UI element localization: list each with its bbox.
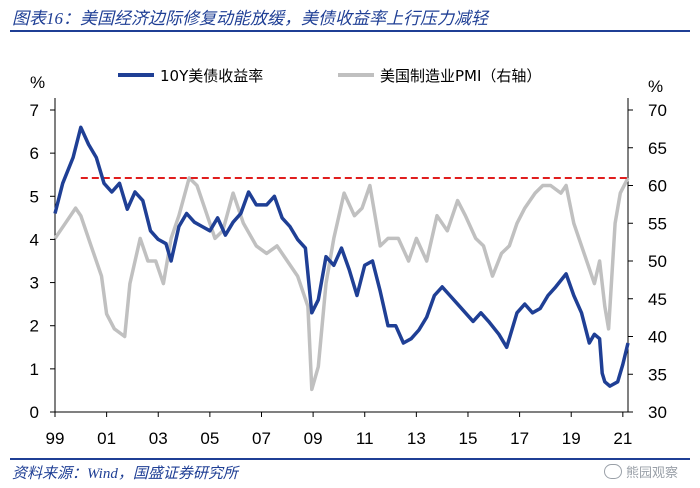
right-tick-label: 60 xyxy=(648,177,667,196)
right-tick-label: 55 xyxy=(648,214,667,233)
wechat-icon xyxy=(603,464,622,479)
x-tick-label: 19 xyxy=(562,429,581,448)
left-tick-label: 5 xyxy=(30,187,39,206)
x-tick-label: 09 xyxy=(304,429,323,448)
right-tick-label: 65 xyxy=(648,139,667,158)
footer-rule xyxy=(10,458,690,460)
watermark-text: 熊园观察 xyxy=(625,465,678,480)
chart-title: 图表16：美国经济边际修复动能放缓，美债收益率上行压力减轻 xyxy=(12,9,488,28)
legend-pmi-label: 美国制造业PMI（右轴） xyxy=(380,67,541,85)
left-tick-label: 4 xyxy=(30,230,39,249)
right-tick-label: 35 xyxy=(648,365,667,384)
x-tick-label: 13 xyxy=(407,429,426,448)
left-tick-label: 3 xyxy=(30,274,39,293)
x-tick-label: 05 xyxy=(200,429,219,448)
left-axis-unit: % xyxy=(30,73,45,92)
source-note: 资料来源：Wind，国盛证券研究所 xyxy=(12,466,238,482)
left-tick-label: 6 xyxy=(30,144,39,163)
right-tick-label: 70 xyxy=(648,101,667,120)
x-tick-label: 21 xyxy=(613,429,632,448)
right-tick-label: 30 xyxy=(648,403,667,422)
legend-yield-label: 10Y美债收益率 xyxy=(160,67,263,85)
x-tick-label: 01 xyxy=(97,429,116,448)
left-tick-label: 7 xyxy=(30,101,39,120)
left-tick-label: 1 xyxy=(30,360,39,379)
title-rule xyxy=(10,30,690,32)
pmi-series-line xyxy=(53,176,630,392)
x-tick-label: 17 xyxy=(510,429,529,448)
x-tick-label: 99 xyxy=(46,429,65,448)
x-tick-label: 07 xyxy=(252,429,271,448)
x-tick-label: 03 xyxy=(149,429,168,448)
right-tick-label: 40 xyxy=(648,328,667,347)
watermark: 熊园观察 xyxy=(603,462,678,481)
right-tick-label: 45 xyxy=(648,290,667,309)
right-axis-unit: % xyxy=(648,77,663,96)
right-tick-label: 50 xyxy=(648,252,667,271)
left-tick-label: 0 xyxy=(30,403,39,422)
x-tick-label: 11 xyxy=(356,429,374,448)
x-tick-label: 15 xyxy=(459,429,478,448)
left-tick-label: 2 xyxy=(30,317,39,336)
yield-series-line xyxy=(53,125,630,388)
